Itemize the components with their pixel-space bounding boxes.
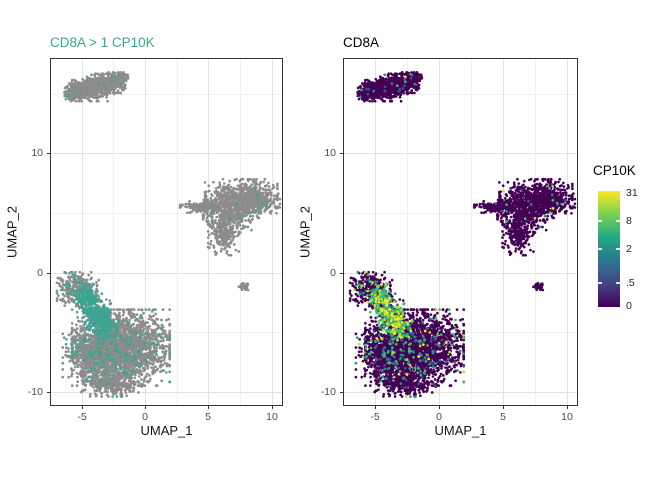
legend-tick-label: 8 [626,215,632,227]
y-axis-tick-label: 0 [330,267,336,279]
left-x-axis-title: UMAP_1 [140,423,193,438]
y-axis-tick-label: -10 [320,386,336,398]
legend-tick-label: 31 [626,187,638,199]
x-axis-tick-mark [503,406,504,409]
y-axis-tick-mark [47,392,50,393]
right-panel-title: CD8A [343,35,380,50]
right-umap-canvas [343,58,578,406]
legend-colorbar [598,191,620,307]
left-umap-panel [50,58,283,406]
legend-tick-dash [598,248,602,250]
x-axis-tick-label: 5 [500,411,506,423]
x-axis-tick-mark [82,406,83,409]
y-axis-tick-mark [47,273,50,274]
legend-tick-dash [616,248,620,250]
legend-tick-label: 2 [626,243,632,255]
right-y-axis-title: UMAP_2 [297,205,313,259]
legend-tick-dash [598,282,602,284]
y-axis-tick-label: 10 [31,147,43,159]
x-axis-tick-label: -5 [370,411,380,423]
legend-title: CP10K [593,163,636,178]
left-panel-title: CD8A > 1 CP10K [50,35,155,50]
x-axis-tick-mark [567,406,568,409]
y-axis-tick-mark [340,153,343,154]
y-axis-tick-mark [340,392,343,393]
x-axis-tick-label: 5 [205,411,211,423]
y-axis-tick-label: -10 [27,386,43,398]
x-axis-tick-label: 0 [142,411,148,423]
right-x-axis-title: UMAP_1 [434,423,487,438]
x-axis-tick-label: -5 [77,411,87,423]
left-y-axis-title: UMAP_2 [4,205,20,259]
x-axis-tick-label: 10 [561,411,573,423]
x-axis-tick-mark [272,406,273,409]
legend-tick-label: .5 [626,277,635,289]
x-axis-tick-mark [145,406,146,409]
x-axis-tick-label: 10 [266,411,278,423]
right-umap-panel [343,58,578,406]
legend-tick-dash [616,282,620,284]
x-axis-tick-mark [208,406,209,409]
x-axis-tick-mark [375,406,376,409]
legend-tick-dash [616,220,620,222]
x-axis-tick-label: 0 [436,411,442,423]
y-axis-tick-mark [340,273,343,274]
legend-tick-dash [598,220,602,222]
legend-tick-label: 0 [626,300,632,312]
y-axis-tick-label: 10 [324,147,336,159]
left-umap-canvas [50,58,283,406]
y-axis-tick-label: 0 [37,267,43,279]
y-axis-tick-mark [47,153,50,154]
x-axis-tick-mark [439,406,440,409]
